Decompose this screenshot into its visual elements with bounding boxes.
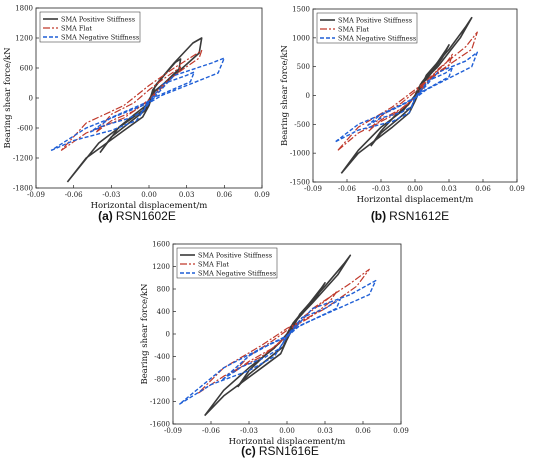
x-tick-label: -0.09 xyxy=(164,427,182,435)
y-tick-label: -1500 xyxy=(290,179,310,187)
chart-panel-2: -0.09 -0.06 -0.03 0.00 0.03 0.06 0.09 -1500 -100… xyxy=(280,6,525,224)
y-tick-label: 0 xyxy=(306,92,310,100)
series-inner-loop xyxy=(370,44,450,147)
x-tick-label: 0.06 xyxy=(217,191,233,199)
legend-entry: SMA Negative Stiffness xyxy=(61,34,139,42)
series-line-sma-flat xyxy=(60,49,203,151)
x-tick-label: -0.03 xyxy=(372,185,390,193)
x-tick-label: 0.00 xyxy=(141,191,157,199)
y-tick-label: -1000 xyxy=(290,150,310,158)
caption-name: RSN1602E xyxy=(116,209,176,223)
y-tick-label: -800 xyxy=(154,376,170,384)
y-axis-title: Bearing shear force/kN xyxy=(3,47,13,149)
series-inner-loop xyxy=(95,66,182,133)
x-tick-label: 0.09 xyxy=(509,185,525,193)
panel-caption: (c) RSN1616E xyxy=(241,444,319,458)
y-tick-label: 600 xyxy=(20,65,33,73)
y-tick-label: 500 xyxy=(297,63,310,71)
caption-label: (b) xyxy=(371,209,386,223)
y-tick-label: -1200 xyxy=(150,398,170,406)
caption-name: RSN1616E xyxy=(259,444,319,458)
caption-name: RSN1612E xyxy=(389,209,449,223)
x-axis-title: Horizontal displacement/m xyxy=(357,195,474,205)
legend-entry: SMA Flat xyxy=(338,26,369,34)
y-tick-label: 0 xyxy=(29,95,33,103)
y-tick-label: 1200 xyxy=(15,35,33,43)
y-tick-label: 1200 xyxy=(152,263,170,271)
x-axis-title: Horizontal displacement/m xyxy=(229,437,346,447)
x-tick-label: 0.03 xyxy=(317,427,333,435)
x-tick-label: 0.00 xyxy=(407,185,423,193)
x-tick-label: 0.06 xyxy=(355,427,371,435)
series-line-sma-negative-stiffness xyxy=(50,57,226,152)
y-axis-title: Bearing shear force/kN xyxy=(280,44,290,146)
y-tick-label: -1800 xyxy=(13,185,33,193)
y-tick-label: -400 xyxy=(154,353,170,361)
x-tick-label: -0.06 xyxy=(338,185,356,193)
legend-entry: SMA Positive Stiffness xyxy=(61,16,135,24)
x-tick-label: 0.09 xyxy=(393,427,409,435)
x-tick-label: -0.09 xyxy=(27,191,45,199)
series-inner-loop xyxy=(233,291,337,373)
caption-label: (a) xyxy=(98,209,113,223)
series-line-sma-flat xyxy=(197,268,370,394)
y-tick-label: 800 xyxy=(157,286,170,294)
y-tick-label: 1800 xyxy=(15,5,33,13)
y-axis-title: Bearing shear force/kN xyxy=(140,283,150,385)
legend-entry: SMA Flat xyxy=(198,261,229,269)
y-tick-label: 1600 xyxy=(152,241,170,249)
y-tick-label: 0 xyxy=(166,331,170,339)
y-tick-label: 1000 xyxy=(292,34,310,42)
x-tick-label: 0.00 xyxy=(279,427,295,435)
series-inner-loop xyxy=(368,53,453,132)
x-tick-label: 0.03 xyxy=(441,185,457,193)
y-tick-label: -600 xyxy=(17,125,33,133)
legend-entry: SMA Positive Stiffness xyxy=(338,17,412,25)
y-tick-label: 1500 xyxy=(292,6,310,14)
x-tick-label: -0.09 xyxy=(304,185,322,193)
series-line-sma-negative-stiffness xyxy=(178,279,377,405)
y-tick-label: -1600 xyxy=(150,421,170,429)
caption-label: (c) xyxy=(241,444,256,458)
chart-panel-3: -0.09 -0.06 -0.03 0.00 0.03 0.06 0.09 -1600 -120… xyxy=(140,241,409,459)
series-inner-loop xyxy=(221,298,341,381)
y-tick-label: -500 xyxy=(294,121,310,129)
x-tick-label: -0.06 xyxy=(65,191,83,199)
x-tick-label: 0.09 xyxy=(254,191,270,199)
x-tick-label: -0.03 xyxy=(240,427,258,435)
panel-caption: (a) RSN1602E xyxy=(98,209,176,223)
legend-entry: SMA Negative Stiffness xyxy=(338,35,416,43)
series-inner-loop xyxy=(89,71,195,133)
chart-panel-1: -0.09 -0.06 -0.03 0.00 0.03 0.06 0.09 -1800 -120… xyxy=(3,5,270,224)
y-tick-label: 400 xyxy=(157,308,170,316)
legend-entry: SMA Negative Stiffness xyxy=(198,270,276,278)
legend-entry: SMA Positive Stiffness xyxy=(198,252,272,260)
panel-caption: (b) RSN1612E xyxy=(371,209,449,223)
x-tick-label: -0.06 xyxy=(202,427,220,435)
y-tick-label: -1200 xyxy=(13,155,33,163)
x-axis-title: Horizontal displacement/m xyxy=(91,201,208,211)
x-tick-label: 0.06 xyxy=(475,185,491,193)
x-tick-label: 0.03 xyxy=(179,191,195,199)
x-tick-label: -0.03 xyxy=(102,191,120,199)
legend-entry: SMA Flat xyxy=(61,25,92,33)
series-line-sma-flat xyxy=(337,31,478,151)
